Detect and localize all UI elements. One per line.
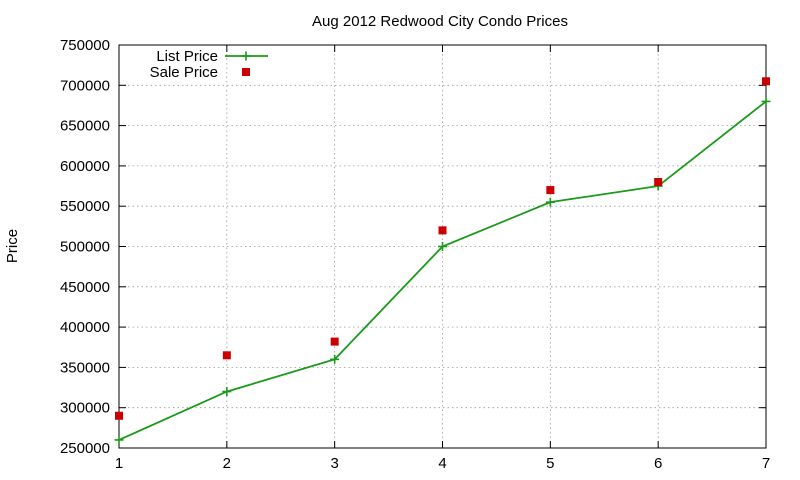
data-point-square <box>546 186 555 195</box>
data-point-square <box>115 411 123 420</box>
y-tick-label: 250000 <box>60 440 110 457</box>
chart-title: Aug 2012 Redwood City Condo Prices <box>312 13 568 30</box>
data-point-square <box>438 226 447 235</box>
y-tick-label: 700000 <box>60 77 110 94</box>
data-point-plus <box>545 197 555 207</box>
plot-frame <box>118 44 767 449</box>
legend-square-swatch <box>242 68 250 76</box>
legend-plus-swatch <box>241 51 251 61</box>
y-tick-label: 450000 <box>60 279 110 296</box>
x-tick-label: 7 <box>762 455 770 472</box>
legend-label: Sale Price <box>150 64 218 81</box>
y-tick-label: 300000 <box>60 400 110 417</box>
axis-layer: 250000 300000 350000 400000 450000 500000 5500… <box>60 37 770 472</box>
data-point-plus <box>761 96 771 106</box>
y-tick-label: 500000 <box>60 239 110 256</box>
data-point-square <box>654 178 663 187</box>
x-tick-label: 4 <box>438 455 446 472</box>
x-tick-label: 1 <box>115 455 123 472</box>
data-point-square <box>330 337 339 346</box>
y-tick-label: 650000 <box>60 118 110 135</box>
x-tick-label: 5 <box>546 455 554 472</box>
y-axis-label: Price <box>4 229 21 263</box>
series-layer <box>114 77 771 445</box>
data-point-plus <box>222 387 232 397</box>
data-point-square <box>762 77 770 86</box>
data-point-square <box>222 351 231 360</box>
y-tick-label: 400000 <box>60 319 110 336</box>
y-tick-label: 750000 <box>60 37 110 54</box>
y-tick-label: 600000 <box>60 158 110 175</box>
data-point-plus <box>114 435 124 445</box>
series-2 <box>115 77 770 420</box>
legend-label: List Price <box>156 48 218 65</box>
data-point-plus <box>438 242 447 251</box>
x-tick-label: 6 <box>654 455 662 472</box>
y-tick-label: 550000 <box>60 198 110 215</box>
x-tick-label: 3 <box>330 455 338 472</box>
y-tick-label: 350000 <box>60 359 110 376</box>
data-point-plus <box>330 354 340 364</box>
x-tick-label: 2 <box>223 455 231 472</box>
